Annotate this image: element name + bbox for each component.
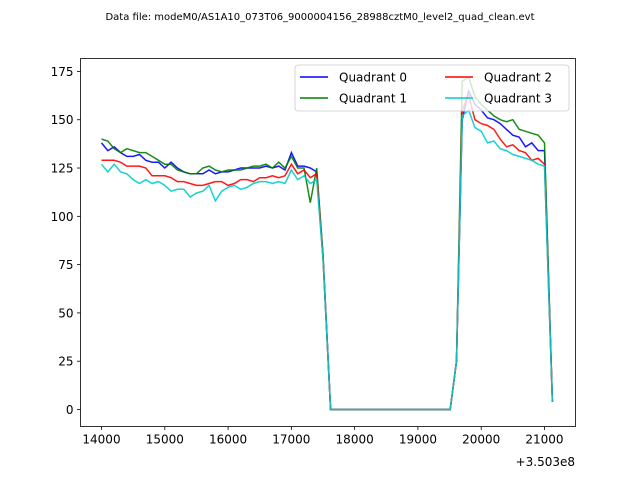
legend-label-quadrant-2: Quadrant 2 [484,71,552,85]
y-tick-label: 25 [58,355,73,369]
series-line-quadrant-1 [101,76,554,411]
y-tick-label: 100 [51,210,74,224]
y-tick-label: 50 [58,306,73,320]
axes-frame [80,58,576,427]
legend: Quadrant 0 Quadrant 1 Quadrant 2 Quadrant 3 [294,64,570,112]
x-offset-label: +3.503e8 [516,455,575,469]
x-tick-label: 16000 [209,433,247,447]
x-tick-label: 15000 [146,433,184,447]
series-line-quadrant-2 [101,92,554,411]
x-tick-label: 19000 [399,433,437,447]
chart-title: Data file: modeM0/AS1A10_073T06_90000041… [105,12,534,23]
x-tick-label: 21000 [525,433,563,447]
legend-label-quadrant-3: Quadrant 3 [484,92,552,106]
legend-label-quadrant-0: Quadrant 0 [339,71,407,85]
y-tick-label: 75 [58,258,73,272]
x-tick-label: 14000 [82,433,120,447]
y-tick-label: 0 [66,403,74,417]
plot-area [100,76,554,411]
x-tick-label: 20000 [462,433,500,447]
legend-box [294,64,570,112]
y-tick-label: 150 [51,113,74,127]
y-tick-label: 125 [51,162,74,176]
x-axis: 14000 15000 16000 17000 18000 19000 20000 21000 [82,426,564,447]
legend-label-quadrant-1: Quadrant 1 [339,92,407,106]
series-line-quadrant-3 [100,108,554,411]
x-tick-label: 18000 [336,433,374,447]
x-tick-label: 17000 [272,433,310,447]
y-tick-label: 175 [51,65,74,79]
y-axis: 0 25 50 75 100 125 150 175 [51,65,81,417]
series-line-quadrant-0 [100,88,554,411]
